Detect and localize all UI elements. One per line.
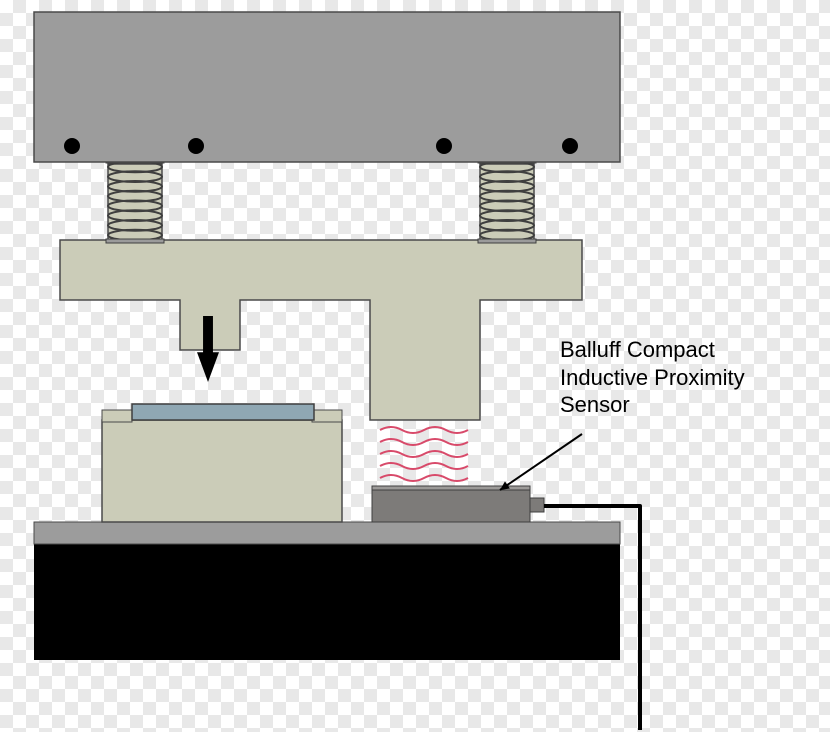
bolt-icon [562,138,578,154]
proximity-sensor [372,490,530,522]
bolt-icon [64,138,80,154]
lower-die-step-right [312,410,342,422]
workpiece [132,404,314,420]
bolt-icon [436,138,452,154]
inductive-field-wave [380,475,468,481]
lower-die-step-left [102,410,132,422]
inductive-field-wave [380,451,468,457]
callout-arrow-line [500,434,582,490]
bolt-icon [188,138,204,154]
sensor-callout-label: Balluff Compact Inductive Proximity Sens… [560,336,745,419]
inductive-field-wave [380,463,468,469]
inductive-field-wave [380,439,468,445]
base-plate [34,522,620,544]
sensor-connector [530,498,544,512]
base-block [34,544,620,660]
lower-die-block [102,420,342,522]
inductive-field-wave [380,427,468,433]
press-top-plate [34,12,620,162]
